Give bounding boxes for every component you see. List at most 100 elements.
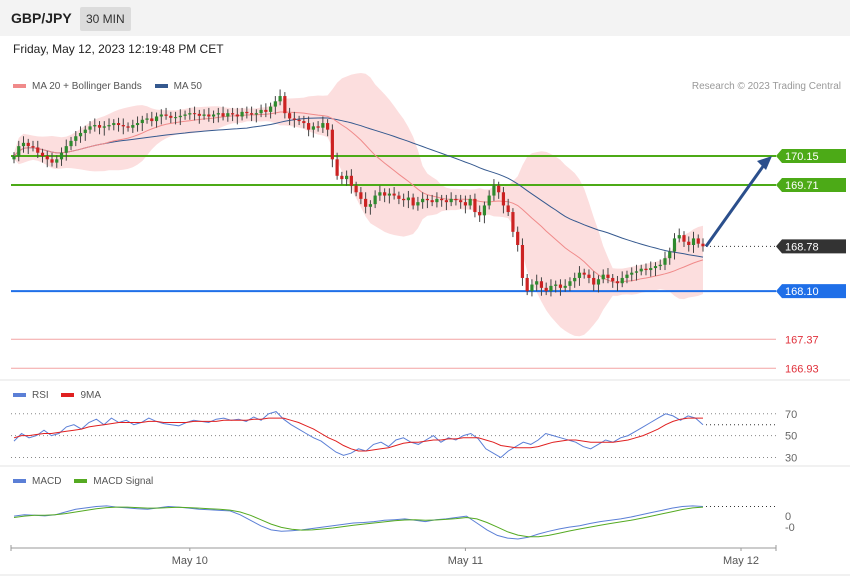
candle-body xyxy=(411,197,415,206)
candle-body xyxy=(64,146,68,153)
rsi-line xyxy=(13,411,704,459)
candle-body xyxy=(297,119,301,122)
level-label-169.71: 169.71 xyxy=(785,180,819,192)
level-tag-170.15 xyxy=(776,149,846,164)
instrument-title: GBP/JPY xyxy=(11,10,72,26)
candle-body xyxy=(482,205,487,216)
candle-body xyxy=(154,116,159,122)
candle-body xyxy=(93,125,97,127)
candle-body xyxy=(45,156,49,160)
candle-body xyxy=(292,118,296,120)
candle-body xyxy=(615,281,620,284)
candle-body xyxy=(78,132,83,137)
legend-ma20: MA 20 + Bollinger Bands xyxy=(13,81,142,92)
rsi-tick-70: 70 xyxy=(785,409,797,421)
candle-body xyxy=(26,142,30,147)
header-bar: GBP/JPY 30 MIN xyxy=(0,0,850,36)
candle-body xyxy=(192,113,197,115)
candle-body xyxy=(36,147,40,153)
candle-body xyxy=(330,129,334,160)
candle-body xyxy=(31,146,35,148)
candle-body xyxy=(59,152,64,160)
legend-ma50: MA 50 xyxy=(154,81,202,92)
candle-body xyxy=(520,245,525,278)
candle-body xyxy=(335,159,339,176)
level-label-166.93: 166.93 xyxy=(785,363,819,375)
candle-body xyxy=(587,274,591,278)
level-label-168.10: 168.10 xyxy=(785,286,819,298)
main-legend: MA 20 + Bollinger Bands MA 50 xyxy=(13,81,202,92)
candle-body xyxy=(677,235,681,239)
candle-body xyxy=(254,113,258,115)
macd-legend: MACD MACD Signal xyxy=(13,476,153,487)
legend-macd-signal: MACD Signal xyxy=(74,476,153,487)
candle-body xyxy=(264,109,268,112)
candle-body xyxy=(625,274,629,278)
candle-body xyxy=(211,114,216,117)
candle-body xyxy=(421,198,425,203)
candle-body xyxy=(387,193,391,196)
candle-body xyxy=(145,118,149,120)
candle-body xyxy=(558,284,563,288)
candle-body xyxy=(326,123,330,130)
candle-body xyxy=(188,113,192,115)
candle-body xyxy=(40,152,45,157)
macd-tick-negzero: -0 xyxy=(785,522,795,534)
rsi-tick-50: 50 xyxy=(785,431,797,443)
candle-body xyxy=(202,114,206,116)
candle-body xyxy=(159,114,163,117)
candle-body xyxy=(21,142,26,147)
candle-body xyxy=(554,284,558,286)
timeframe-button[interactable]: 30 MIN xyxy=(80,7,131,31)
candle-body xyxy=(278,96,282,102)
candle-body xyxy=(653,266,658,269)
candle-body xyxy=(539,281,544,288)
level-tag-169.71 xyxy=(776,178,846,193)
candle-body xyxy=(131,125,135,128)
candle-body xyxy=(378,192,382,196)
legend-rsi-ma: 9MA xyxy=(61,390,101,401)
candle-body xyxy=(283,96,287,114)
candle-body xyxy=(568,281,572,286)
candle-body xyxy=(216,113,220,115)
candle-body xyxy=(307,123,311,130)
candle-body xyxy=(74,136,78,141)
candle-body xyxy=(364,198,368,207)
candle-body xyxy=(601,274,605,280)
candle-body xyxy=(501,192,506,206)
candle-body xyxy=(268,106,273,112)
candle-body xyxy=(535,281,539,285)
macd-tick-zero: 0 xyxy=(785,511,791,523)
candle-body xyxy=(178,115,182,118)
candle-body xyxy=(440,198,444,201)
candle-body xyxy=(121,125,125,127)
candle-body xyxy=(691,238,696,245)
rsi-legend: RSI 9MA xyxy=(13,390,101,401)
candle-body xyxy=(321,123,325,128)
candle-body xyxy=(701,243,705,247)
candle-body xyxy=(668,251,672,259)
candle-body xyxy=(425,198,429,201)
rsi-ma-line xyxy=(13,417,703,452)
candle-body xyxy=(245,111,249,114)
forecast-arrow xyxy=(704,164,766,248)
candle-body xyxy=(634,271,639,273)
ma20-line xyxy=(13,111,704,283)
level-label-170.15: 170.15 xyxy=(785,151,819,163)
candle-body xyxy=(345,175,349,180)
ma50-line xyxy=(13,117,704,258)
candle-body xyxy=(530,284,534,292)
bollinger-band xyxy=(14,73,703,337)
candle-body xyxy=(288,113,292,119)
candle-body xyxy=(406,197,410,201)
candle-body xyxy=(150,118,154,122)
x-label-May-11: May 11 xyxy=(448,555,483,567)
candle-body xyxy=(207,114,211,117)
candle-body xyxy=(97,125,102,128)
level-tag-168.10 xyxy=(776,284,846,299)
candle-body xyxy=(383,192,387,196)
candle-body xyxy=(658,264,662,267)
candle-body xyxy=(50,159,54,163)
candle-body xyxy=(449,198,453,203)
